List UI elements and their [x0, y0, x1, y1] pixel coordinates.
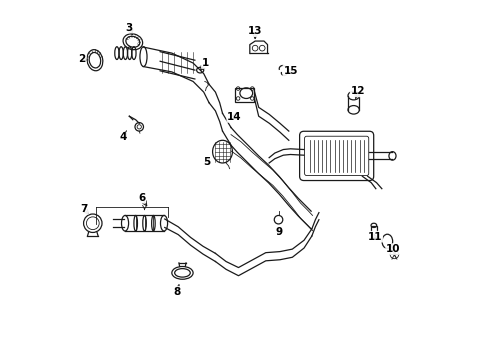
Text: 12: 12 — [350, 86, 365, 96]
Text: 8: 8 — [173, 287, 181, 297]
Bar — [370, 226, 376, 237]
Bar — [234, 88, 254, 102]
Text: 4: 4 — [120, 132, 127, 143]
Text: 1: 1 — [202, 58, 209, 68]
Text: 2: 2 — [79, 54, 85, 64]
Text: 11: 11 — [367, 232, 382, 242]
Text: 15: 15 — [283, 66, 297, 76]
Text: 6: 6 — [138, 193, 145, 203]
Text: 13: 13 — [247, 26, 262, 36]
Text: 5: 5 — [203, 157, 210, 167]
Text: 9: 9 — [275, 228, 282, 238]
Text: 3: 3 — [125, 23, 133, 33]
Text: 7: 7 — [81, 204, 88, 214]
Text: 14: 14 — [227, 112, 242, 122]
Text: 10: 10 — [386, 244, 400, 254]
